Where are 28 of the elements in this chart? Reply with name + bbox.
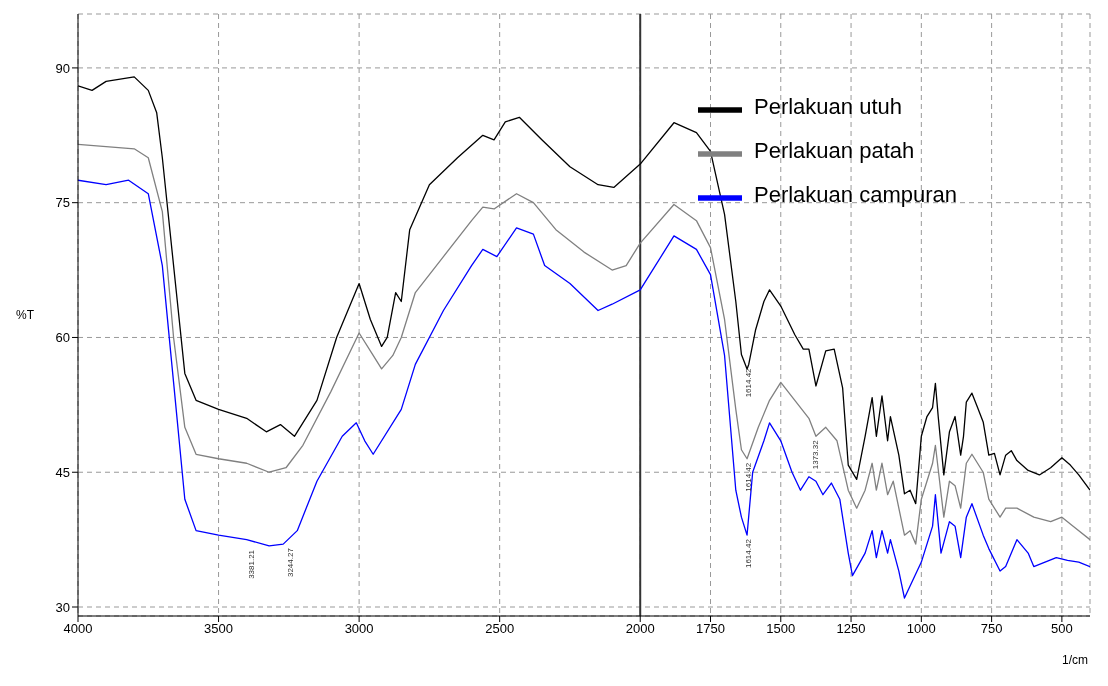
x-axis-title: 1/cm [1061, 653, 1088, 667]
x-tick-label: 3000 [344, 621, 374, 637]
x-tick-label: 2500 [485, 621, 515, 637]
annotation: 1373.32 [811, 439, 821, 470]
x-tick-label: 4000 [63, 621, 93, 637]
line-series [78, 179, 1090, 599]
annotation: 3244.27 [285, 547, 295, 578]
x-tick-label: 500 [1051, 621, 1073, 637]
legend-label: Perlakuan campuran [754, 182, 958, 208]
y-axis-title: %T [16, 308, 35, 323]
x-tick-label: 1000 [906, 621, 936, 637]
annotation: 3381.21 [247, 549, 257, 579]
x-tick-label: 2000 [625, 621, 655, 637]
legend-label: Perlakuan utuh [754, 94, 902, 120]
x-tick-label: 3500 [204, 621, 234, 637]
annotation: 1614.42 [743, 462, 753, 492]
y-tick-label: 60 [55, 330, 70, 346]
y-tick-label: 75 [55, 195, 70, 211]
annotation: 1614.42 [743, 367, 753, 398]
x-tick-label: 1750 [696, 621, 725, 637]
x-tick-label: 1250 [836, 621, 866, 637]
x-tick-label: 750 [980, 621, 1003, 637]
y-tick-label: 45 [55, 464, 70, 480]
legend-label: Perlakuan patah [754, 138, 915, 164]
annotation: 1614.42 [743, 538, 753, 569]
y-tick-label: 90 [55, 60, 70, 76]
y-tick-label: 30 [55, 599, 70, 615]
x-tick-label: 1500 [766, 621, 796, 637]
